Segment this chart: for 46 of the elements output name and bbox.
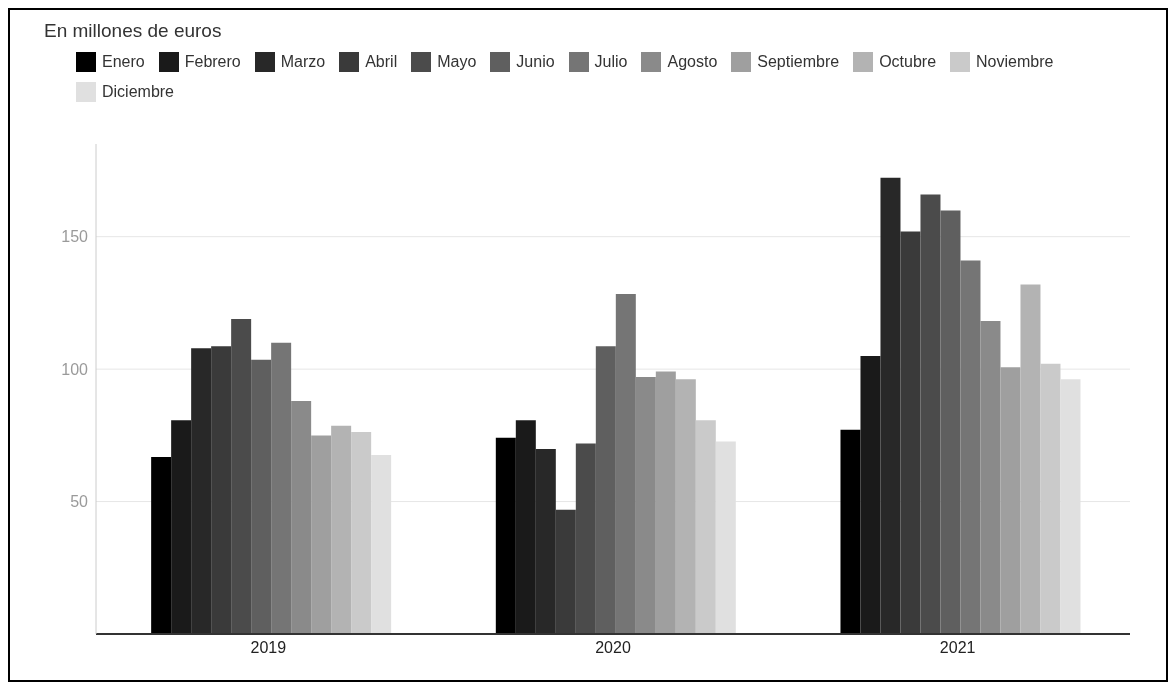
bar xyxy=(331,425,352,634)
bar xyxy=(575,443,596,634)
legend-label: Agosto xyxy=(666,52,718,72)
legend-label: Marzo xyxy=(279,52,326,72)
bar xyxy=(960,260,981,634)
bar xyxy=(655,371,676,634)
bar xyxy=(1020,284,1041,634)
bar xyxy=(311,435,332,634)
legend-label: Noviembre xyxy=(975,52,1054,72)
legend-label: Diciembre xyxy=(101,82,175,102)
bar xyxy=(291,400,312,634)
bar xyxy=(980,320,1001,634)
bar xyxy=(595,346,616,634)
legend-label: Octubre xyxy=(878,52,937,72)
legend-label: Abril xyxy=(364,52,398,72)
legend-label: Enero xyxy=(101,52,145,72)
y-tick-label: 150 xyxy=(61,228,89,246)
y-tick-label: 50 xyxy=(70,493,89,511)
bar xyxy=(920,194,941,634)
bar xyxy=(515,420,536,634)
bar xyxy=(271,342,292,634)
legend-label: Febrero xyxy=(183,52,241,72)
x-tick-label: 2020 xyxy=(595,639,631,657)
y-tick-label: 100 xyxy=(61,360,89,378)
bar xyxy=(1040,363,1061,634)
bar xyxy=(840,429,861,634)
bar xyxy=(635,377,656,634)
bar xyxy=(171,420,192,634)
legend-label: Mayo xyxy=(436,52,477,72)
legend-label: Julio xyxy=(593,52,628,72)
bar xyxy=(1000,367,1021,634)
bar xyxy=(615,293,636,634)
x-tick-label: 2019 xyxy=(250,639,287,657)
bar xyxy=(231,319,252,634)
bar xyxy=(940,210,961,634)
x-tick-label: 2021 xyxy=(939,639,976,657)
bar xyxy=(351,431,372,634)
bar xyxy=(860,355,881,634)
legend-label: Junio xyxy=(515,52,555,72)
bar xyxy=(251,359,272,634)
bar xyxy=(675,379,696,634)
chart-title: En millones de euros xyxy=(44,20,222,42)
bar xyxy=(695,420,716,634)
bar xyxy=(495,437,516,634)
legend-label: Septiembre xyxy=(756,52,840,72)
bar xyxy=(151,457,172,634)
